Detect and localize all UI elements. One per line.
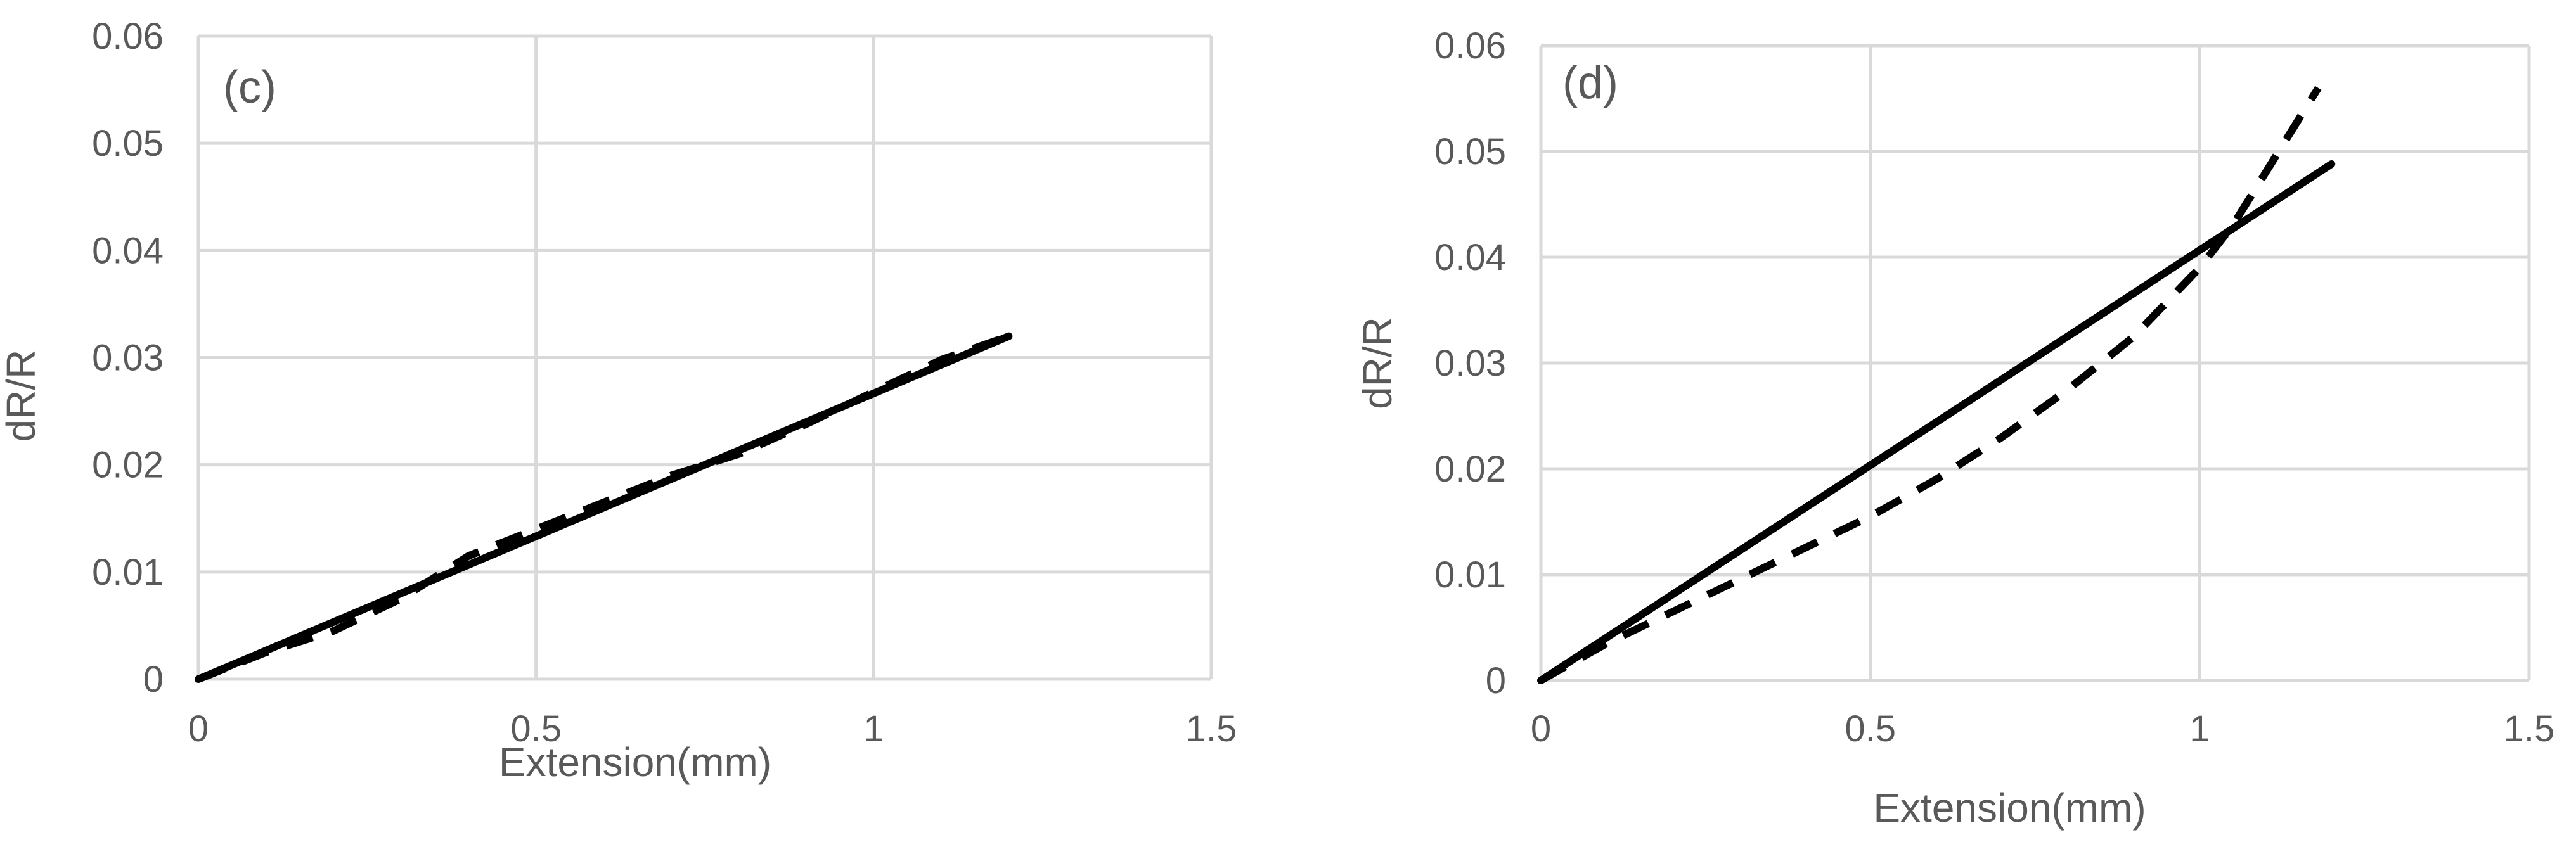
x-tick-label: 1	[863, 708, 884, 749]
solid-series-line	[1537, 160, 2336, 684]
y-tick-label: 0	[1486, 660, 1506, 701]
x-tick-label: 0	[188, 708, 209, 749]
x-axis-label: Extension(mm)	[1873, 785, 2146, 831]
y-tick-label: 0.01	[1434, 554, 1506, 596]
x-axis-label: Extension(mm)	[499, 739, 771, 785]
solid-series-line	[195, 332, 1013, 683]
x-tick-label: 1.5	[1186, 708, 1237, 749]
y-tick-label: 0.06	[1434, 25, 1506, 67]
y-tick-label: 0.06	[92, 16, 164, 57]
panel-d: 0 0.01 0.02 0.03 0.04 0.05 0.06 0 0.5 1 1.5 Extensi…	[1355, 25, 2554, 831]
x-tick-label: 0.5	[510, 708, 562, 749]
y-tick-label: 0.02	[1434, 449, 1506, 490]
x-tick-label: 1.5	[2504, 708, 2555, 749]
y-axis-label: dR/R	[0, 350, 44, 442]
panel-label: (c)	[223, 62, 276, 113]
y-tick-label: 0	[143, 659, 164, 700]
dashed-series-line	[196, 333, 1010, 683]
panel-c: 0 0.01 0.02 0.03 0.04 0.05 0.06 0 0.5 1 1.5 Extensi…	[0, 16, 1237, 785]
x-tick-label: 0	[1531, 708, 1551, 749]
y-tick-label: 0.02	[92, 445, 164, 486]
y-tick-label: 0.04	[1434, 237, 1506, 278]
y-tick-label: 0.01	[92, 552, 164, 593]
y-tick-label: 0.04	[92, 230, 164, 271]
x-tick-label: 0.5	[1845, 708, 1896, 749]
y-tick-label: 0.05	[92, 123, 164, 164]
x-tick-label: 1	[2189, 708, 2210, 749]
y-tick-label: 0.03	[1434, 343, 1506, 384]
y-tick-label: 0.05	[1434, 131, 1506, 172]
y-axis-label: dR/R	[1355, 317, 1400, 409]
y-tick-label: 0.03	[92, 338, 164, 379]
panel-label: (d)	[1562, 58, 1618, 108]
dashed-series-line	[1539, 86, 2322, 684]
